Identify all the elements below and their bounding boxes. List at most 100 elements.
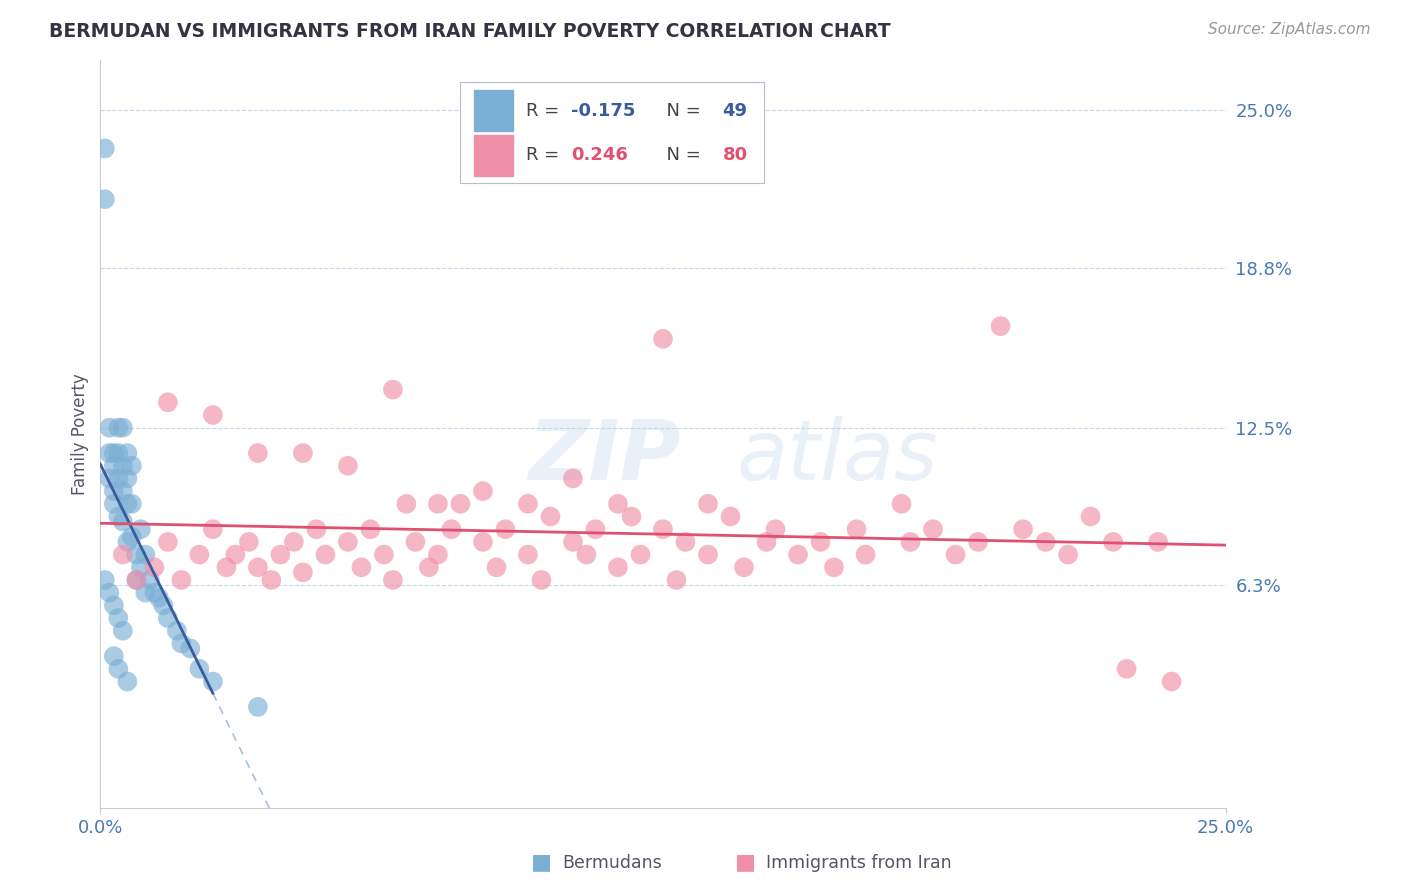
Point <box>201 522 224 536</box>
Point <box>733 560 755 574</box>
Point <box>103 497 125 511</box>
Point <box>98 471 121 485</box>
Point <box>152 599 174 613</box>
Point <box>94 192 117 206</box>
Point <box>179 641 201 656</box>
Point <box>269 548 291 562</box>
Point <box>98 585 121 599</box>
Point <box>291 446 314 460</box>
Point <box>922 522 945 536</box>
Point <box>98 420 121 434</box>
Text: Source: ZipAtlas.com: Source: ZipAtlas.com <box>1208 22 1371 37</box>
Point <box>188 548 211 562</box>
Point <box>117 674 139 689</box>
Point <box>283 535 305 549</box>
Text: atlas: atlas <box>737 416 938 497</box>
Point <box>787 548 810 562</box>
Point <box>620 509 643 524</box>
Text: 80: 80 <box>723 146 748 164</box>
Point <box>562 471 585 485</box>
Point <box>1080 509 1102 524</box>
Point <box>121 497 143 511</box>
Point <box>111 624 134 638</box>
Point <box>810 535 832 549</box>
Point <box>107 420 129 434</box>
Text: ■: ■ <box>735 853 755 872</box>
Point <box>117 497 139 511</box>
Point <box>111 458 134 473</box>
Point <box>516 497 538 511</box>
Point <box>652 332 675 346</box>
Text: BERMUDAN VS IMMIGRANTS FROM IRAN FAMILY POVERTY CORRELATION CHART: BERMUDAN VS IMMIGRANTS FROM IRAN FAMILY … <box>49 22 891 41</box>
Point <box>117 535 139 549</box>
Point <box>562 535 585 549</box>
Point <box>765 522 787 536</box>
Point <box>156 395 179 409</box>
Point <box>121 530 143 544</box>
Y-axis label: Family Poverty: Family Poverty <box>72 373 89 495</box>
Text: 0.246: 0.246 <box>571 146 627 164</box>
Text: N =: N = <box>655 146 707 164</box>
Text: ZIP: ZIP <box>527 416 681 497</box>
Point <box>139 573 162 587</box>
Point <box>585 522 607 536</box>
Point <box>630 548 652 562</box>
Point <box>107 662 129 676</box>
Point <box>575 548 598 562</box>
Text: Immigrants from Iran: Immigrants from Iran <box>766 855 952 872</box>
Point <box>675 535 697 549</box>
Point <box>404 535 426 549</box>
Point <box>134 585 156 599</box>
Point <box>1057 548 1080 562</box>
Point <box>170 573 193 587</box>
Bar <box>474 90 513 131</box>
Point <box>170 636 193 650</box>
Point <box>314 548 336 562</box>
Point <box>381 383 404 397</box>
Point <box>381 573 404 587</box>
Point <box>291 566 314 580</box>
Point <box>125 573 148 587</box>
Point <box>1012 522 1035 536</box>
Point <box>111 548 134 562</box>
Point <box>1147 535 1170 549</box>
Point <box>201 408 224 422</box>
Text: R =: R = <box>526 146 565 164</box>
Point <box>336 458 359 473</box>
Point <box>336 535 359 549</box>
Point <box>720 509 742 524</box>
Text: Bermudans: Bermudans <box>562 855 662 872</box>
Point <box>607 560 630 574</box>
Point <box>125 548 148 562</box>
Text: N =: N = <box>655 102 707 120</box>
Point <box>156 535 179 549</box>
Point <box>652 522 675 536</box>
Point <box>129 560 152 574</box>
Point <box>1115 662 1137 676</box>
Point <box>117 446 139 460</box>
Point <box>395 497 418 511</box>
Point <box>111 484 134 499</box>
Point <box>426 497 449 511</box>
Point <box>246 446 269 460</box>
Point <box>224 548 246 562</box>
Point <box>107 471 129 485</box>
Point <box>103 599 125 613</box>
Point <box>246 560 269 574</box>
Point <box>665 573 688 587</box>
Point <box>350 560 373 574</box>
Point <box>215 560 238 574</box>
Point <box>418 560 440 574</box>
FancyBboxPatch shape <box>460 82 765 183</box>
Point <box>440 522 463 536</box>
Text: -0.175: -0.175 <box>571 102 636 120</box>
Point <box>890 497 912 511</box>
Point <box>111 420 134 434</box>
Point <box>129 522 152 536</box>
Point <box>94 573 117 587</box>
Point <box>1035 535 1057 549</box>
Point <box>449 497 471 511</box>
Point <box>188 662 211 676</box>
Point <box>117 471 139 485</box>
Point <box>166 624 188 638</box>
